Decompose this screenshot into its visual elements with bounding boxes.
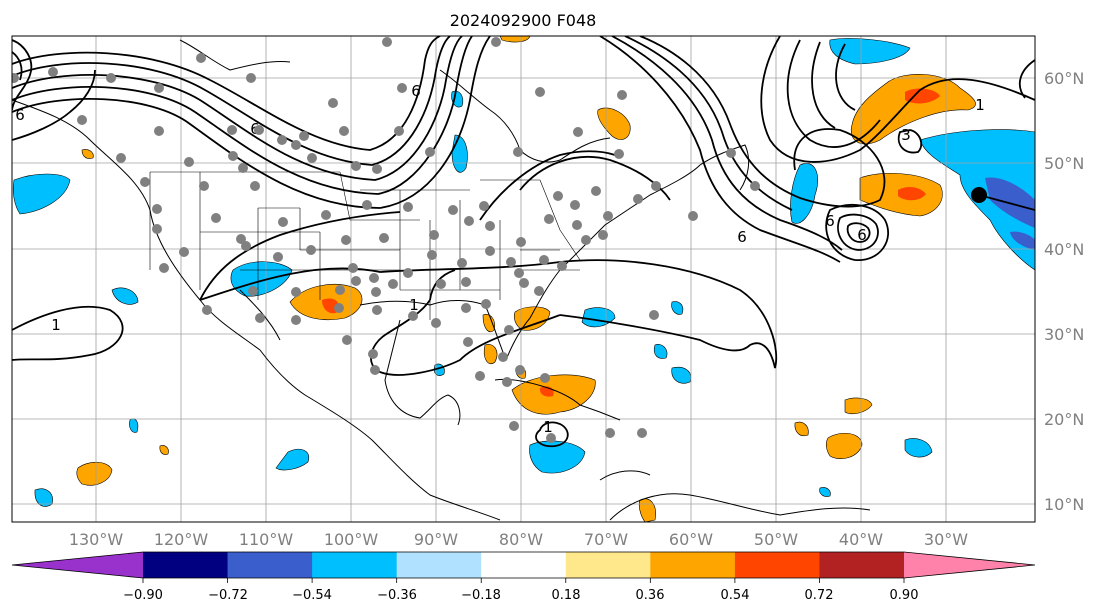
colorbar-ticks <box>142 578 905 583</box>
colorbar-tick-label: 0.54 <box>721 588 750 603</box>
colorbar-swatch <box>12 552 143 578</box>
lon-label: 130°W <box>69 530 124 549</box>
colorbar-tick-label: 0.18 <box>552 588 581 603</box>
colorbar: −0.90 −0.72 −0.54 −0.36 −0.18 0.18 0.36 … <box>11 551 1036 603</box>
contour-label: 6 <box>411 82 421 100</box>
colorbar-swatch <box>650 552 736 578</box>
lon-label: 80°W <box>499 530 543 549</box>
lat-label: 50°N <box>1044 154 1084 173</box>
colorbar-swatch <box>143 552 229 578</box>
storm-track <box>978 194 1035 211</box>
contour-label: 3 <box>901 126 911 144</box>
lat-label: 40°N <box>1044 240 1084 259</box>
colorbar-tick-label: −0.18 <box>461 588 501 603</box>
lon-label: 60°W <box>669 530 713 549</box>
colorbar-swatch <box>734 552 820 578</box>
contour-label: 6 <box>15 106 25 124</box>
contour-label: 6 <box>825 212 835 230</box>
lat-label: 60°N <box>1044 69 1084 88</box>
colorbar-swatch <box>904 552 1035 578</box>
height-contours <box>12 36 1035 448</box>
colorbar-swatches <box>12 552 1035 578</box>
colorbar-swatch <box>819 552 905 578</box>
colorbar-tick-label: 0.36 <box>636 588 665 603</box>
contour-label: 6 <box>857 226 867 244</box>
lat-label: 30°N <box>1044 325 1084 344</box>
contour-label: 1 <box>51 316 61 334</box>
lon-label: 90°W <box>414 530 458 549</box>
colorbar-swatch <box>396 552 482 578</box>
longitude-labels: 130°W 120°W 110°W 100°W 90°W 80°W 70°W 6… <box>69 530 968 549</box>
colorbar-swatch <box>481 552 567 578</box>
colorbar-tick-label: 0.72 <box>805 588 834 603</box>
lat-label: 10°N <box>1044 495 1084 514</box>
graticule <box>12 36 1035 522</box>
lon-label: 30°W <box>924 530 968 549</box>
colorbar-tick-label: −0.90 <box>123 588 163 603</box>
colorbar-tick-label: −0.54 <box>292 588 332 603</box>
contour-labels: 1 1 1 3 6 6 6 6 6 6 1 <box>15 82 985 436</box>
contour-label: 1 <box>975 96 985 114</box>
lon-label: 40°W <box>839 530 883 549</box>
contour-label: 1 <box>409 296 419 314</box>
colorbar-tick-label: −0.72 <box>208 588 248 603</box>
colorbar-tick-label: −0.36 <box>377 588 417 603</box>
colorbar-tick-label: 0.90 <box>890 588 919 603</box>
colorbar-swatch <box>227 552 313 578</box>
lon-label: 70°W <box>584 530 628 549</box>
lon-label: 50°W <box>754 530 798 549</box>
colorbar-swatch <box>565 552 651 578</box>
contour-label: 6 <box>737 228 747 246</box>
lon-label: 100°W <box>324 530 379 549</box>
lon-label: 120°W <box>154 530 209 549</box>
lat-label: 20°N <box>1044 410 1084 429</box>
station-markers <box>12 37 760 443</box>
contour-label: 1 <box>543 418 553 436</box>
colorbar-swatch <box>312 552 398 578</box>
map-frame <box>11 35 1036 523</box>
latitude-labels: 60°N 50°N 40°N 30°N 20°N 10°N <box>1044 69 1084 514</box>
map-title: 2024092900 F048 <box>450 11 597 30</box>
colorbar-tick-labels: −0.90 −0.72 −0.54 −0.36 −0.18 0.18 0.36 … <box>123 588 918 603</box>
lon-label: 110°W <box>239 530 294 549</box>
